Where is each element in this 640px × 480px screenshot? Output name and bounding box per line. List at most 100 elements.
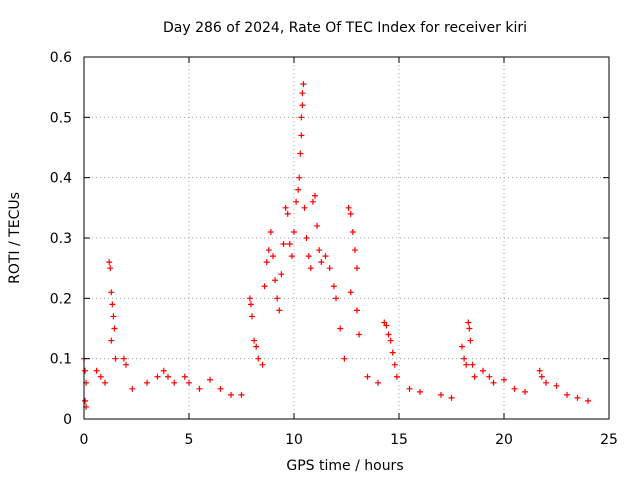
data-point-marker (238, 391, 245, 398)
data-point-marker (265, 247, 272, 254)
data-point-marker (459, 343, 465, 350)
y-tick-label: 0 (63, 412, 72, 428)
data-point-marker (326, 265, 333, 272)
data-point-marker (330, 283, 337, 290)
data-point-marker (253, 343, 260, 350)
data-point-marker (102, 379, 108, 386)
data-point-marker (337, 325, 344, 332)
data-point-marker (296, 174, 303, 181)
data-point-marker (97, 373, 104, 380)
data-point-marker (322, 253, 329, 260)
data-point-marker (263, 259, 270, 266)
data-point-marker (295, 186, 302, 193)
data-point-marker (160, 367, 167, 374)
y-tick-labels: 0 0.1 0.2 0.3 0.4 0.5 0.6 (50, 50, 72, 428)
data-point-marker (255, 355, 262, 362)
data-point-marker (249, 313, 255, 320)
data-point-marker (217, 385, 224, 392)
x-tick-label: 15 (390, 432, 408, 448)
x-tick-label: 0 (80, 432, 89, 448)
data-point-marker (345, 204, 352, 211)
data-point-marker (280, 241, 287, 248)
data-point-marker (354, 307, 360, 314)
data-point-marker (108, 337, 115, 344)
data-point-marker (181, 373, 188, 380)
data-point-marker (286, 241, 293, 248)
data-point-marker (383, 322, 390, 329)
data-point-marker (536, 367, 543, 374)
x-tick-label: 5 (185, 432, 194, 448)
data-point-marker (480, 367, 486, 374)
data-point-marker (347, 210, 354, 217)
data-point-marker (351, 247, 358, 254)
data-point-marker (318, 259, 325, 266)
data-point-marker (314, 222, 321, 229)
data-point-marker (276, 307, 283, 314)
data-point-marker (82, 367, 89, 374)
data-point-marker (297, 150, 304, 157)
data-point-marker (112, 355, 119, 362)
data-point-marker (291, 228, 297, 235)
x-axis-label: GPS time / hours (286, 458, 403, 474)
data-point-marker (316, 247, 323, 254)
data-point-marker (278, 271, 285, 278)
data-point-marker (120, 355, 127, 362)
data-points (81, 81, 591, 410)
data-point-marker (522, 388, 528, 395)
data-point-marker (171, 379, 178, 386)
data-point-marker (298, 132, 305, 139)
data-point-marker (461, 355, 468, 362)
data-point-marker (259, 361, 266, 368)
data-point-marker (364, 373, 371, 380)
data-point-marker (391, 361, 398, 368)
data-point-marker (347, 289, 354, 296)
data-point-marker (247, 301, 254, 308)
data-point-marker (246, 295, 253, 302)
x-tick-label: 25 (600, 432, 618, 448)
data-point-marker (490, 379, 497, 386)
data-point-marker (312, 192, 318, 199)
data-point-marker (385, 331, 392, 338)
grid-lines (84, 57, 609, 419)
data-point-marker (299, 90, 306, 97)
data-point-marker (375, 379, 381, 386)
data-point-marker (106, 259, 113, 266)
data-point-marker (543, 379, 549, 386)
x-tick-labels: 0 5 10 15 20 25 (80, 432, 618, 448)
data-point-marker (165, 373, 171, 380)
data-point-marker (108, 289, 115, 296)
data-point-marker (465, 319, 472, 326)
data-point-marker (305, 253, 312, 260)
data-point-marker (284, 210, 291, 217)
data-point-marker (406, 385, 413, 392)
data-point-marker (299, 102, 306, 109)
data-point-marker (110, 313, 117, 320)
data-point-marker (274, 295, 281, 302)
y-tick-label: 0.4 (50, 171, 72, 187)
data-point-marker (553, 382, 560, 389)
data-point-marker (298, 114, 305, 121)
data-point-marker (511, 385, 518, 392)
data-point-marker (282, 204, 289, 211)
data-point-marker (466, 325, 473, 332)
axis-ticks (83, 56, 610, 420)
data-point-marker (93, 367, 100, 374)
x-tick-label: 20 (495, 432, 513, 448)
data-point-marker (111, 325, 118, 332)
data-point-marker (574, 394, 581, 401)
data-point-marker (356, 331, 363, 338)
data-point-marker (267, 228, 274, 235)
y-tick-label: 0.3 (50, 231, 72, 247)
data-point-marker (309, 198, 316, 205)
data-point-marker (251, 337, 258, 344)
data-point-marker (228, 391, 234, 398)
data-point-marker (467, 337, 474, 344)
y-tick-label: 0.6 (50, 50, 72, 66)
data-point-marker (261, 283, 268, 290)
data-point-marker (393, 373, 400, 380)
y-tick-label: 0.2 (50, 291, 72, 307)
data-point-marker (144, 379, 150, 386)
data-point-marker (109, 301, 116, 308)
data-point-marker (471, 373, 478, 380)
data-point-marker (469, 361, 476, 368)
